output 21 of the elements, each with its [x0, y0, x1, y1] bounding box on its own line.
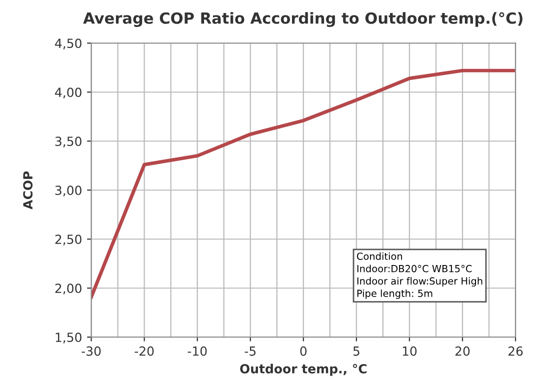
annotation: Condition Indoor:DB20°C WB15°C Indoor air flow:Super High Pipe length: 5m [356, 252, 482, 299]
y-tick-label: 3,00 [55, 186, 82, 196]
y-tick-label: 2,00 [55, 284, 82, 294]
x-tick-label: -20 [134, 346, 154, 356]
x-tick-label: 5 [353, 346, 360, 356]
line-series [91, 68, 516, 299]
y-tick-label: 3,50 [55, 136, 82, 148]
x-tick-label: 26 [508, 346, 523, 356]
y-tick-label: 2,50 [55, 234, 82, 246]
x-tick-label: 0 [300, 346, 307, 356]
y-tick-label: 1,50 [56, 332, 82, 344]
x-tick-label: -5 [244, 346, 256, 356]
y-tick-label: 4,50 [55, 38, 82, 50]
chart-title: Average COP Ratio According to Outdoor temp.(°C) [83, 12, 522, 27]
y-axis-title: ACOP [23, 171, 33, 210]
x-tick-label: -30 [82, 346, 101, 356]
x-tick-label: 10 [402, 346, 417, 356]
x-tick-label: 20 [455, 346, 470, 356]
x-tick-label: -10 [188, 346, 207, 356]
y-tick-label: 4,00 [55, 88, 82, 98]
x-axis-title: Outdoor temp., °C [240, 364, 367, 376]
